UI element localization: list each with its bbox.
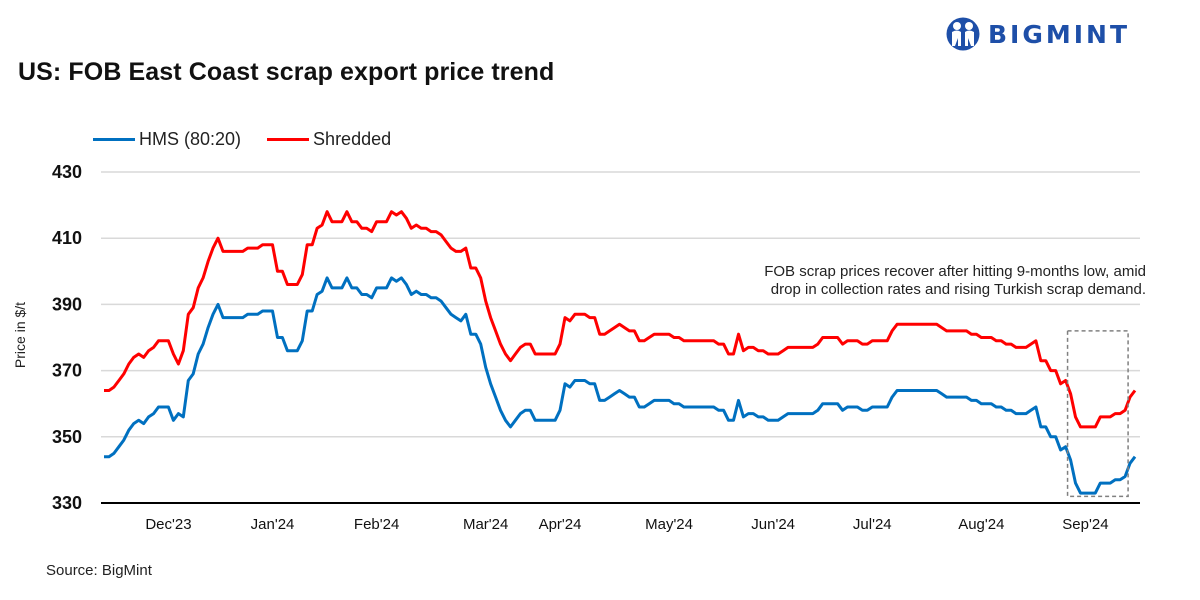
legend-item-hms[interactable]: HMS (80:20) [93,129,241,150]
y-tick-label: 430 [52,162,82,182]
source-note: Source: BigMint [46,562,152,579]
x-tick-label: May'24 [645,516,693,533]
x-tick-label: Jul'24 [853,516,892,533]
legend-swatch-shredded [267,138,310,141]
bigmint-logo: BIGMINT [946,16,1130,52]
highlight-box [1066,330,1129,498]
annotation-line-2: drop in collection rates and rising Turk… [770,281,1146,298]
x-tick-label: Jan'24 [251,516,295,533]
x-tick-label: Feb'24 [354,516,399,533]
y-tick-label: 370 [52,361,82,381]
series-line-shredded [104,210,1137,429]
chart-title: US: FOB East Coast scrap export price tr… [18,58,555,86]
legend-label-hms: HMS (80:20) [139,129,242,149]
y-tick-label: 330 [52,493,82,513]
y-tick-label: 410 [52,228,82,248]
x-tick-label: Jun'24 [751,516,795,533]
legend-swatch-hms [93,138,135,141]
y-tick-label: 390 [52,294,82,314]
x-tick-label: Mar'24 [463,516,508,533]
x-tick-label: Dec'23 [145,516,191,533]
bigmint-people-icon [946,17,980,51]
x-tick-label: Apr'24 [539,516,582,533]
series-line-hms [104,276,1137,495]
x-tick-label: Aug'24 [958,516,1004,533]
legend-label-shredded: Shredded [313,129,392,149]
y-tick-label: 350 [52,427,82,447]
logo-text: BIGMINT [988,19,1131,49]
chart-annotation: FOB scrap prices recover after hitting 9… [764,263,1146,299]
x-tick-label: Sep'24 [1062,516,1108,533]
legend-item-shredded[interactable]: Shredded [267,129,391,150]
annotation-line-1: FOB scrap prices recover after hitting 9… [764,263,1146,280]
chart-legend: HMS (80:20) Shredded [93,129,417,150]
